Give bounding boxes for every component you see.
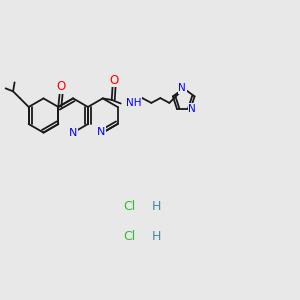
Text: Cl: Cl [123, 230, 135, 244]
Text: N: N [97, 127, 105, 137]
Text: NH: NH [126, 98, 142, 108]
Text: N: N [178, 83, 186, 94]
Text: N: N [188, 103, 196, 113]
Text: N: N [69, 128, 77, 138]
Text: Cl: Cl [123, 200, 135, 214]
Text: O: O [110, 74, 119, 87]
Text: H: H [151, 200, 161, 214]
Text: O: O [57, 80, 66, 93]
Text: H: H [151, 230, 161, 244]
